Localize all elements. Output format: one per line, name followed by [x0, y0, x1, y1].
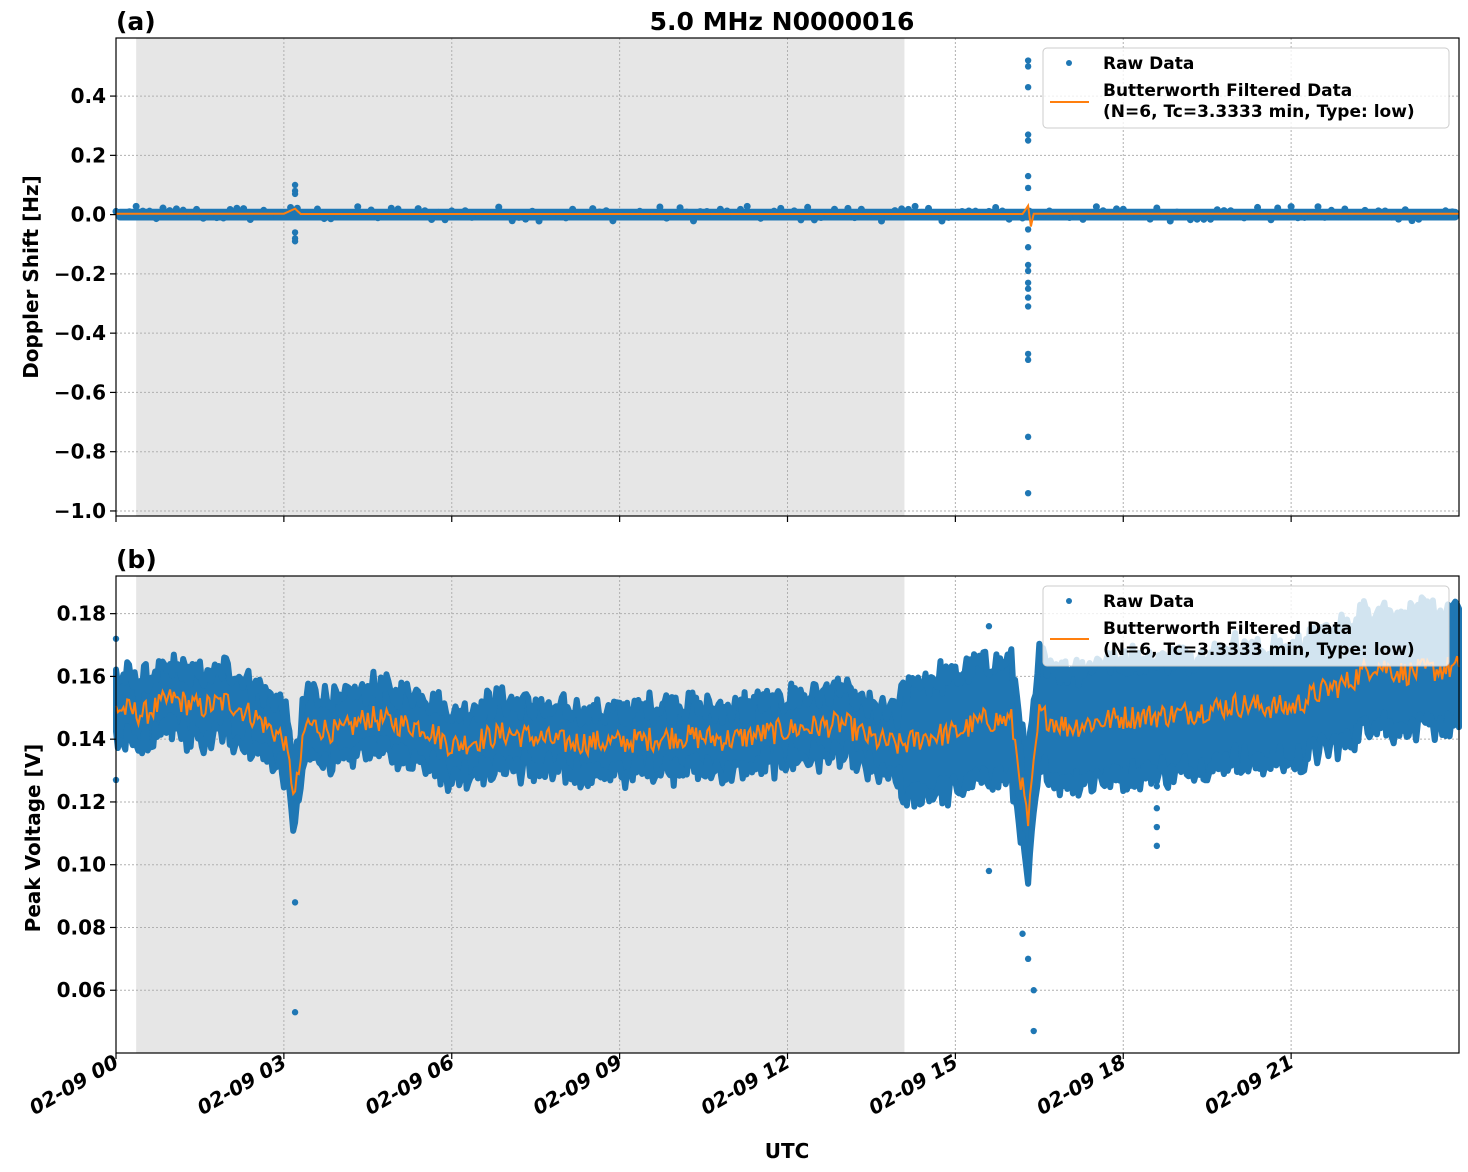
y-tick-label: 0.10 [57, 853, 106, 877]
y-tick-label: 0.0 [71, 203, 106, 227]
legend-raw-label-b: Raw Data [1103, 592, 1194, 612]
x-tick-label: 02-09 21 [1200, 1050, 1298, 1120]
x-tick-label: 02-09 15 [864, 1050, 962, 1120]
shaded-region-a [136, 38, 905, 516]
x-tick-label: 02-09 18 [1032, 1050, 1130, 1120]
x-tick-label: 02-09 12 [696, 1050, 794, 1120]
x-tick-labels: 02-09 00 02-09 03 02-09 06 02-09 09 02-09 12… [25, 1050, 1298, 1120]
x-axis-label: UTC [765, 1139, 810, 1163]
x-tick-label: 02-09 00 [25, 1050, 123, 1120]
y-tick-label: −0.8 [54, 440, 106, 464]
y-tick-label: 0.18 [57, 602, 106, 626]
y-tick-label: 0.06 [57, 978, 106, 1002]
y-ticks-b: 0.18 0.16 0.14 0.12 0.10 0.08 0.06 [57, 602, 116, 1002]
shaded-region-b [136, 576, 905, 1053]
y-axis-label-b: Peak Voltage [V] [21, 744, 45, 933]
legend-box-a [1042, 47, 1450, 129]
figure-title: 5.0 MHz N0000016 [650, 7, 915, 36]
y-tick-label: −0.4 [54, 321, 106, 345]
panel-label-a: (a) [116, 7, 156, 36]
legend-b: Raw Data Butterworth Filtered Data (N=6,… [1042, 585, 1450, 667]
y-tick-label: 0.08 [57, 915, 106, 939]
x-ticks-b [115, 1053, 1292, 1059]
y-tick-label: −0.2 [54, 262, 106, 286]
filtered-line-a [116, 202, 1459, 227]
legend-filtered-params-b: (N=6, Tc=3.3333 min, Type: low) [1103, 640, 1415, 660]
y-tick-label: 0.4 [71, 84, 106, 108]
legend-raw-label-a: Raw Data [1103, 54, 1194, 74]
legend-filtered-params-a: (N=6, Tc=3.3333 min, Type: low) [1103, 102, 1415, 122]
y-tick-label: 0.2 [71, 143, 106, 167]
legend-raw-marker-icon [1066, 598, 1072, 604]
panel-a-doppler-shift: 0.4 0.2 0.0 −0.2 −0.4 −0.6 −0.8 −1.0 (a) 5.0 MH… [19, 7, 1460, 523]
legend-box-b [1042, 585, 1450, 667]
filtered-line-b [115, 655, 1460, 827]
legend-raw-marker-icon [1066, 60, 1072, 66]
x-ticks-a [115, 516, 1292, 522]
legend-filtered-label-b: Butterworth Filtered Data [1103, 619, 1352, 639]
panel-label-b: (b) [116, 545, 157, 574]
legend-a: Raw Data Butterworth Filtered Data (N=6,… [1042, 47, 1450, 129]
y-tick-label: 0.14 [57, 727, 106, 751]
y-tick-label: 0.12 [57, 790, 106, 814]
y-ticks-a: 0.4 0.2 0.0 −0.2 −0.4 −0.6 −0.8 −1.0 [54, 84, 116, 523]
y-axis-label-a: Doppler Shift [Hz] [19, 175, 43, 379]
panel-b-peak-voltage: 0.18 0.16 0.14 0.12 0.10 0.08 0.06 (b) Peak Vo… [21, 545, 1462, 1059]
legend-filtered-label-a: Butterworth Filtered Data [1103, 81, 1352, 101]
x-tick-label: 02-09 03 [193, 1050, 291, 1120]
y-tick-label: −0.6 [54, 380, 106, 404]
x-tick-label: 02-09 09 [529, 1050, 627, 1120]
y-tick-label: 0.16 [57, 664, 106, 688]
x-tick-label: 02-09 06 [361, 1050, 459, 1120]
y-tick-label: −1.0 [54, 499, 106, 523]
